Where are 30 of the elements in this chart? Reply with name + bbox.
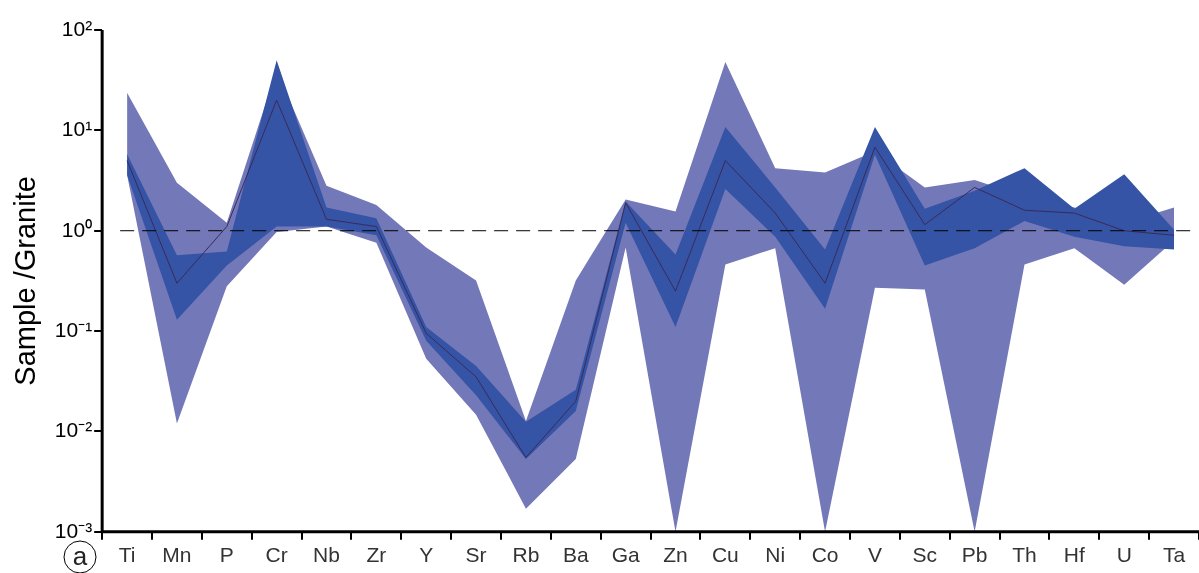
x-tick-label: Sr [465, 543, 487, 567]
x-tick-label: Hf [1063, 543, 1086, 567]
y-tick-label: 10⁻³ [54, 518, 93, 542]
x-tick-label: Ti [118, 543, 136, 567]
y-tick-label: 10¹ [61, 117, 93, 141]
x-tick-label: Mn [162, 543, 192, 567]
y-tick-label: 10⁻¹ [54, 317, 93, 341]
x-tick-label: Cr [265, 543, 288, 567]
y-tick-label: 10² [61, 16, 93, 40]
x-tick-label: Rb [512, 543, 540, 567]
x-tick-label: Co [811, 543, 839, 567]
x-tick-label: Y [419, 543, 434, 567]
x-tick-label: Ta [1162, 543, 1186, 567]
x-tick-label: Ba [562, 543, 589, 567]
x-tick-label: Ni [765, 543, 786, 567]
x-tick-label: Pb [961, 543, 988, 567]
x-tick-label: U [1116, 543, 1132, 567]
x-tick-label: Zr [366, 543, 387, 567]
x-tick-label: V [867, 543, 882, 567]
x-tick-label: Th [1012, 543, 1037, 567]
x-tick-label: Ga [611, 543, 640, 567]
text: a [72, 541, 88, 572]
x-tick-label: Cu [711, 543, 739, 567]
y-tick-label: 10⁰ [61, 217, 93, 241]
x-tick-label: Sc [912, 543, 938, 567]
y-tick-label: 10⁻² [54, 418, 93, 442]
x-tick-label: Nb [313, 543, 340, 567]
x-tick-label: P [219, 543, 234, 567]
x-tick-label: Zn [663, 543, 688, 567]
y-axis-title: Sample /Granite [9, 176, 42, 386]
